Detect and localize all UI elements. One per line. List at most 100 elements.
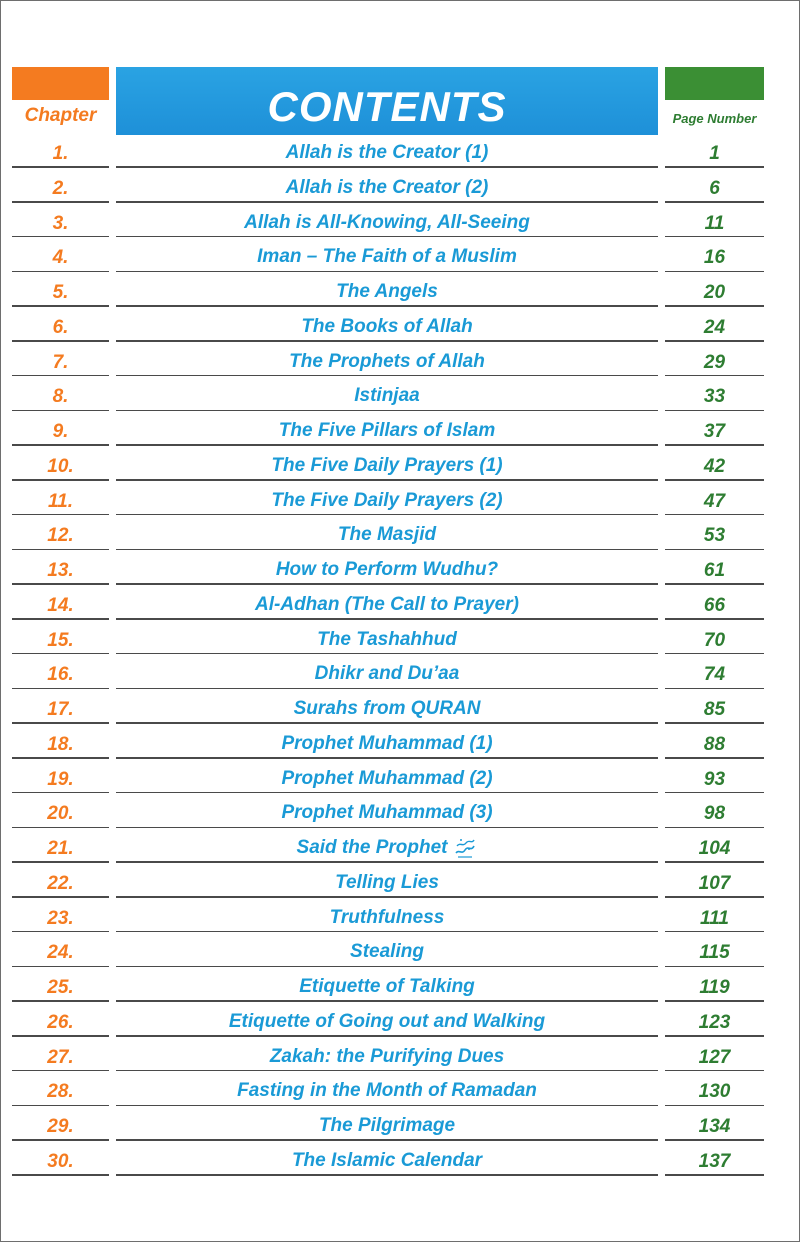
chapter-number: 20. [47,803,74,825]
chapter-title-text: The Angels [336,281,438,302]
row-rule [12,1174,109,1176]
toc-row: 21. Said the Prophet 104 [0,831,800,866]
row-rule [116,548,658,550]
row-rule [116,201,658,203]
chapter-title-text: The Books of Allah [301,315,473,337]
row-rule [116,896,658,898]
toc-row: 19. Prophet Muhammad (2) 93 [0,762,800,797]
page-number: 123 [698,1011,731,1033]
row-rule [116,340,658,342]
chapter-title-text: Said the Prophet [296,837,448,859]
row-rule [12,757,109,759]
chapter-title-text: The Five Daily Prayers (1) [271,454,503,476]
chapter-number: 29. [47,1116,74,1137]
chapter-title-text: Allah is the Creator (1) [285,142,489,163]
chapter-title: Stealing [116,941,658,963]
row-rule [116,826,658,828]
toc-row: 17. Surahs from QURAN 85 [0,692,800,727]
chapter-title-text: The Tashahhud [317,628,457,650]
contents-banner: CONTENTS [116,67,658,135]
chapter-number: 5. [52,282,69,303]
row-rule [12,270,109,272]
row-rule [665,166,764,168]
row-rule [12,374,109,377]
chapter-number: 7. [52,351,69,373]
chapter-title-text: Truthfulness [329,906,445,928]
row-rule [665,757,764,759]
page-number: 42 [703,455,726,477]
chapter-title-text: Prophet Muhammad (2) [281,767,493,789]
row-rule [665,618,764,620]
row-rule [12,444,109,446]
page-number: 137 [698,1150,731,1172]
row-rule [665,1174,764,1176]
chapter-title: The Five Daily Prayers (2) [116,490,658,512]
row-rule [12,548,109,550]
chapter-title: The Five Daily Prayers (1) [116,455,658,477]
row-rule [116,583,658,585]
page-number: 88 [703,733,726,755]
page-number: 1 [709,143,720,164]
row-rule [665,826,764,828]
row-rule [116,965,658,967]
row-rule [665,1069,764,1072]
chapter-title-text: Etiquette of Going out and Walking [228,1010,546,1032]
toc-row: 8. Istinjaa 33 [0,379,800,414]
row-rule [12,583,109,585]
chapter-title: Allah is the Creator (2) [116,177,658,199]
chapter-title-text: How to Perform Wudhu? [275,559,499,580]
chapter-number: 15. [47,629,74,651]
chapter-title-text: The Five Pillars of Islam [278,420,496,441]
row-rule [12,652,109,655]
pbuh-calligraphy-icon [455,839,476,858]
row-rule [12,479,109,481]
row-rule [665,340,764,342]
chapter-title-text: The Islamic Calendar [291,1149,483,1171]
chapter-title-text: Surahs from QURAN [293,698,481,719]
page-number: 24 [703,316,726,338]
chapter-title: Allah is the Creator (1) [116,142,658,164]
toc-row: 26. Etiquette of Going out and Walking 123 [0,1005,800,1040]
chapter-title-text: Telling Lies [335,871,439,893]
chapter-number: 13. [47,560,74,581]
chapter-number: 21. [47,838,74,859]
row-rule [12,1139,109,1141]
chapter-title-text: The Prophets of Allah [289,350,485,372]
page-number: 61 [703,560,726,581]
toc-row: 12. The Masjid 53 [0,518,800,553]
chapter-title: The Prophets of Allah [116,351,658,373]
chapter-title-text: Allah is the Creator (2) [285,176,489,198]
page-number: 6 [709,177,720,199]
row-rule [12,930,109,933]
row-rule [665,305,764,307]
chapter-title-text: Prophet Muhammad (1) [281,732,493,754]
chapter-title: Telling Lies [116,872,658,894]
chapter-title: The Books of Allah [116,316,658,338]
chapter-number: 16. [47,664,74,686]
chapter-title-text: Dhikr and Du’aa [314,663,460,685]
row-rule [116,1174,658,1176]
row-rule [116,270,658,272]
chapter-number: 26. [47,1011,74,1033]
chapter-number: 3. [52,212,69,234]
chapter-number: 30. [47,1150,74,1172]
row-rule [116,791,658,794]
row-rule [116,1069,658,1072]
chapter-number: 4. [52,247,69,269]
row-rule [116,687,658,689]
chapter-title-text: Allah is All-Knowing, All-Seeing [244,211,530,233]
row-rule [665,479,764,481]
page-number-header-bar [665,67,764,100]
toc-row: 11. The Five Daily Prayers (2) 47 [0,484,800,519]
row-rule [665,270,764,272]
toc-row: 25. Etiquette of Talking 119 [0,970,800,1005]
row-rule [12,618,109,620]
page-number: 111 [700,907,729,929]
row-rule [12,1069,109,1072]
chapter-title: The Angels [116,281,658,303]
toc-row: 4. Iman – The Faith of a Muslim 16 [0,240,800,275]
page-number: 115 [699,942,730,964]
chapter-title-text: Zakah: the Purifying Dues [269,1045,505,1067]
chapter-number: 17. [47,699,74,720]
row-rule [116,166,658,168]
